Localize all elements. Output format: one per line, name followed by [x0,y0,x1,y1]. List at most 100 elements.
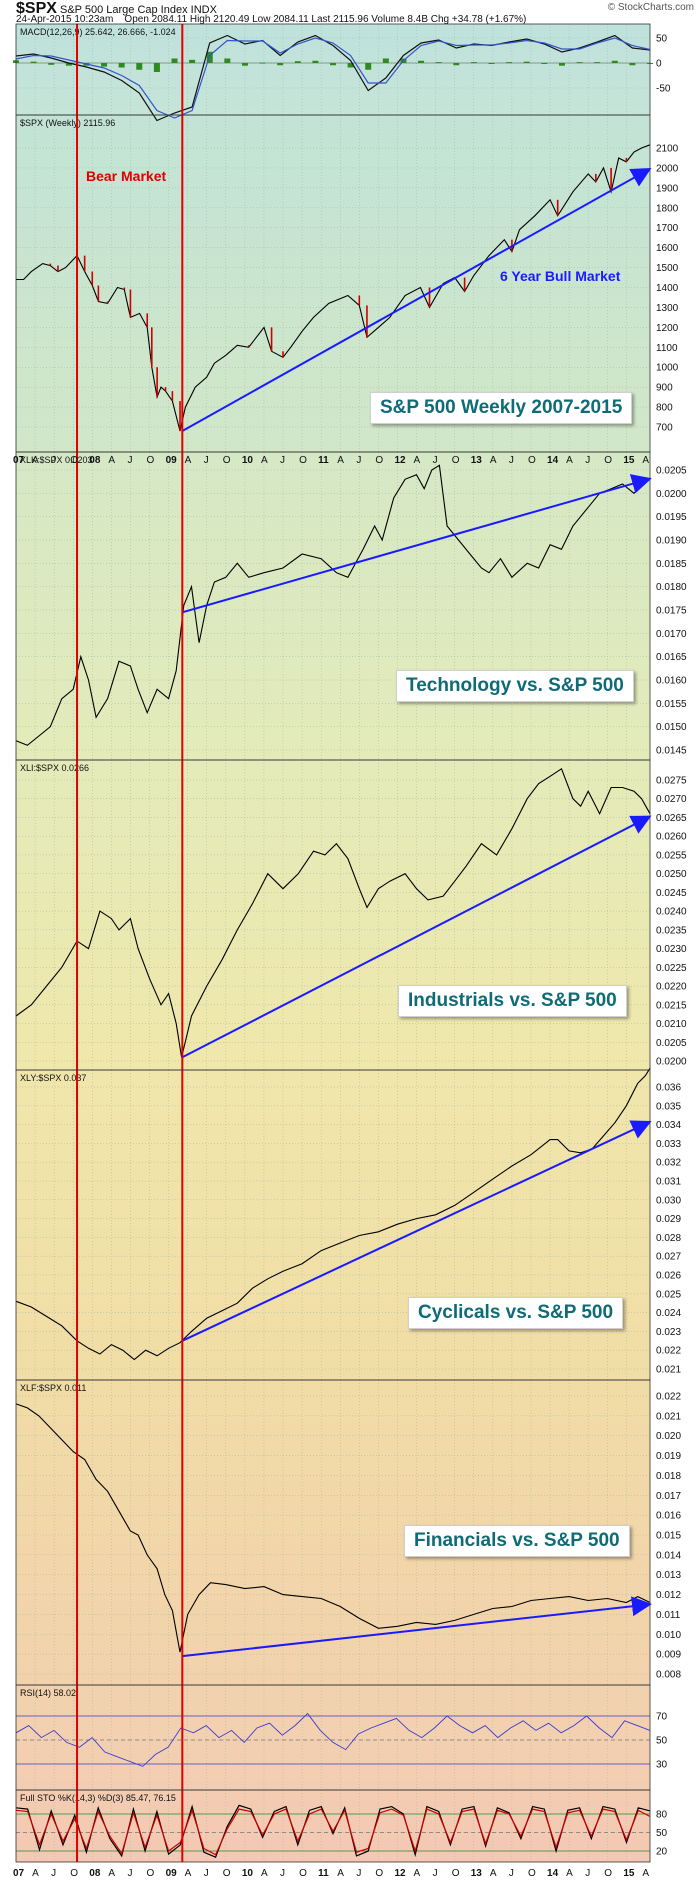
x-tick-label-bottom: J [356,1868,361,1879]
y-tick-label: 0.0260 [656,832,687,843]
y-tick-label: 0.0270 [656,794,687,805]
macd-histogram-bar [259,62,266,64]
y-tick-label: 1200 [656,323,679,334]
panel-title: XLI:$SPX 0.0266 [20,763,89,773]
y-tick-label: 0.0195 [656,512,687,523]
y-tick-label: 0.0230 [656,944,687,955]
y-tick-label: 2100 [656,144,679,155]
y-tick-label: 0.0150 [656,722,687,733]
macd-histogram-bar [558,63,565,66]
y-tick-label: 50 [656,1828,668,1839]
x-tick-label-top: 14 [547,455,559,466]
x-tick-label-top: J [585,455,590,466]
trendline-xli [181,815,652,1059]
x-tick-label-bottom: J [204,1868,209,1879]
macd-histogram-bar [365,63,372,70]
callout-industrials: Industrials vs. S&P 500 [398,985,627,1017]
series-line-sto-pctD [15,1808,651,1856]
y-tick-label: 1500 [656,263,679,274]
y-tick-label: 0.036 [656,1083,681,1094]
x-tick-label-bottom: O [604,1868,612,1879]
panel-title: XLK:$SPX 0.0203 [20,455,93,465]
y-tick-label: 900 [656,383,673,394]
chart-header: $SPX S&P 500 Large Cap Index INDX [16,0,217,18]
x-tick-label-bottom: A [642,1868,649,1879]
x-tick-label-top: A [642,455,649,466]
x-tick-label-top: O [452,455,460,466]
exchange: INDX [190,4,217,16]
y-tick-label: 0.031 [656,1177,681,1188]
x-tick-label-bottom: 09 [166,1868,178,1879]
x-tick-label-bottom: J [127,1868,132,1879]
y-tick-label: 0.021 [656,1365,681,1376]
x-tick-label-top: 13 [471,455,483,466]
panel-title: MACD(12,26,9) 25.642, 26.666, -1.024 [20,27,176,37]
y-tick-label: 0.0200 [656,1057,687,1068]
x-tick-label-top: J [356,455,361,466]
macd-histogram-bar [277,63,284,66]
x-tick-label-bottom: 14 [547,1868,559,1879]
y-tick-label: 0.024 [656,1308,681,1319]
x-tick-label-top: 08 [89,455,101,466]
callout-cyclicals: Cyclicals vs. S&P 500 [408,1297,624,1329]
panel-title: Full STO %K(14,3) %D(3) 85.47, 76.15 [20,1793,176,1803]
x-tick-label-bottom: 12 [394,1868,406,1879]
y-tick-label: 0.022 [656,1392,681,1403]
x-tick-label-bottom: O [528,1868,536,1879]
macd-histogram-bar [523,61,530,63]
x-tick-label-bottom: J [280,1868,285,1879]
series-line-xli [15,767,651,1058]
callout-financials: Financials vs. S&P 500 [404,1525,630,1557]
macd-histogram-bar [224,58,231,63]
y-tick-label: 0.0200 [656,489,687,500]
y-tick-label: 20 [656,1847,668,1858]
quote-date: 24-Apr-2015 10:23am [16,14,114,25]
y-tick-label: 0.023 [656,1327,681,1338]
x-tick-label-top: O [604,455,612,466]
x-tick-label-top: J [51,455,56,466]
y-tick-label: 1600 [656,243,679,254]
macd-histogram-bar [153,63,160,72]
y-tick-label: 0.0145 [656,746,687,757]
macd-histogram-bar [330,63,336,66]
macd-histogram-bar [294,61,301,63]
panel-title: $SPX (Weekly) 2115.96 [20,118,115,128]
y-tick-label: 0.0210 [656,1019,687,1030]
y-tick-label: 30 [656,1760,668,1771]
y-tick-label: 0.0205 [656,466,687,477]
y-tick-label: 0.015 [656,1531,681,1542]
x-tick-label-top: O [375,455,383,466]
panel-xly-background [16,1070,650,1380]
y-tick-label: 0.030 [656,1195,681,1206]
index-name: S&P 500 Large Cap Index [59,4,188,16]
y-tick-label: 0.027 [656,1252,681,1263]
y-tick-label: 0.019 [656,1451,681,1462]
y-tick-label: 0.034 [656,1120,681,1131]
x-tick-label-bottom: 15 [623,1868,635,1879]
y-tick-label: 0.0170 [656,629,687,640]
y-tick-label: 0.011 [656,1610,681,1621]
panel-sto-background [16,1790,650,1862]
x-tick-label-bottom: O [452,1868,460,1879]
x-tick-label-bottom: O [70,1868,78,1879]
x-tick-label-top: 11 [318,455,329,466]
x-tick-label-top: A [566,455,573,466]
x-tick-label-top: J [509,455,514,466]
macd-histogram-bar [594,62,601,64]
macd-histogram-bar [541,63,548,64]
x-tick-label-top: A [337,455,344,466]
y-tick-label: 1100 [656,343,678,354]
y-tick-label: 0.0215 [656,1000,687,1011]
y-tick-label: 0.022 [656,1346,681,1357]
x-tick-label-bottom: A [108,1868,115,1879]
y-tick-label: 0.009 [656,1650,681,1661]
y-tick-label: 2000 [656,163,679,174]
x-tick-label-bottom: 08 [89,1868,101,1879]
y-tick-label: 0.0180 [656,582,687,593]
series-line-xlf [15,1403,651,1653]
y-tick-label: 1300 [656,303,679,314]
y-tick-label: 0.014 [656,1550,681,1561]
y-tick-label: 0.0265 [656,813,687,824]
y-tick-label: 1700 [656,223,679,234]
